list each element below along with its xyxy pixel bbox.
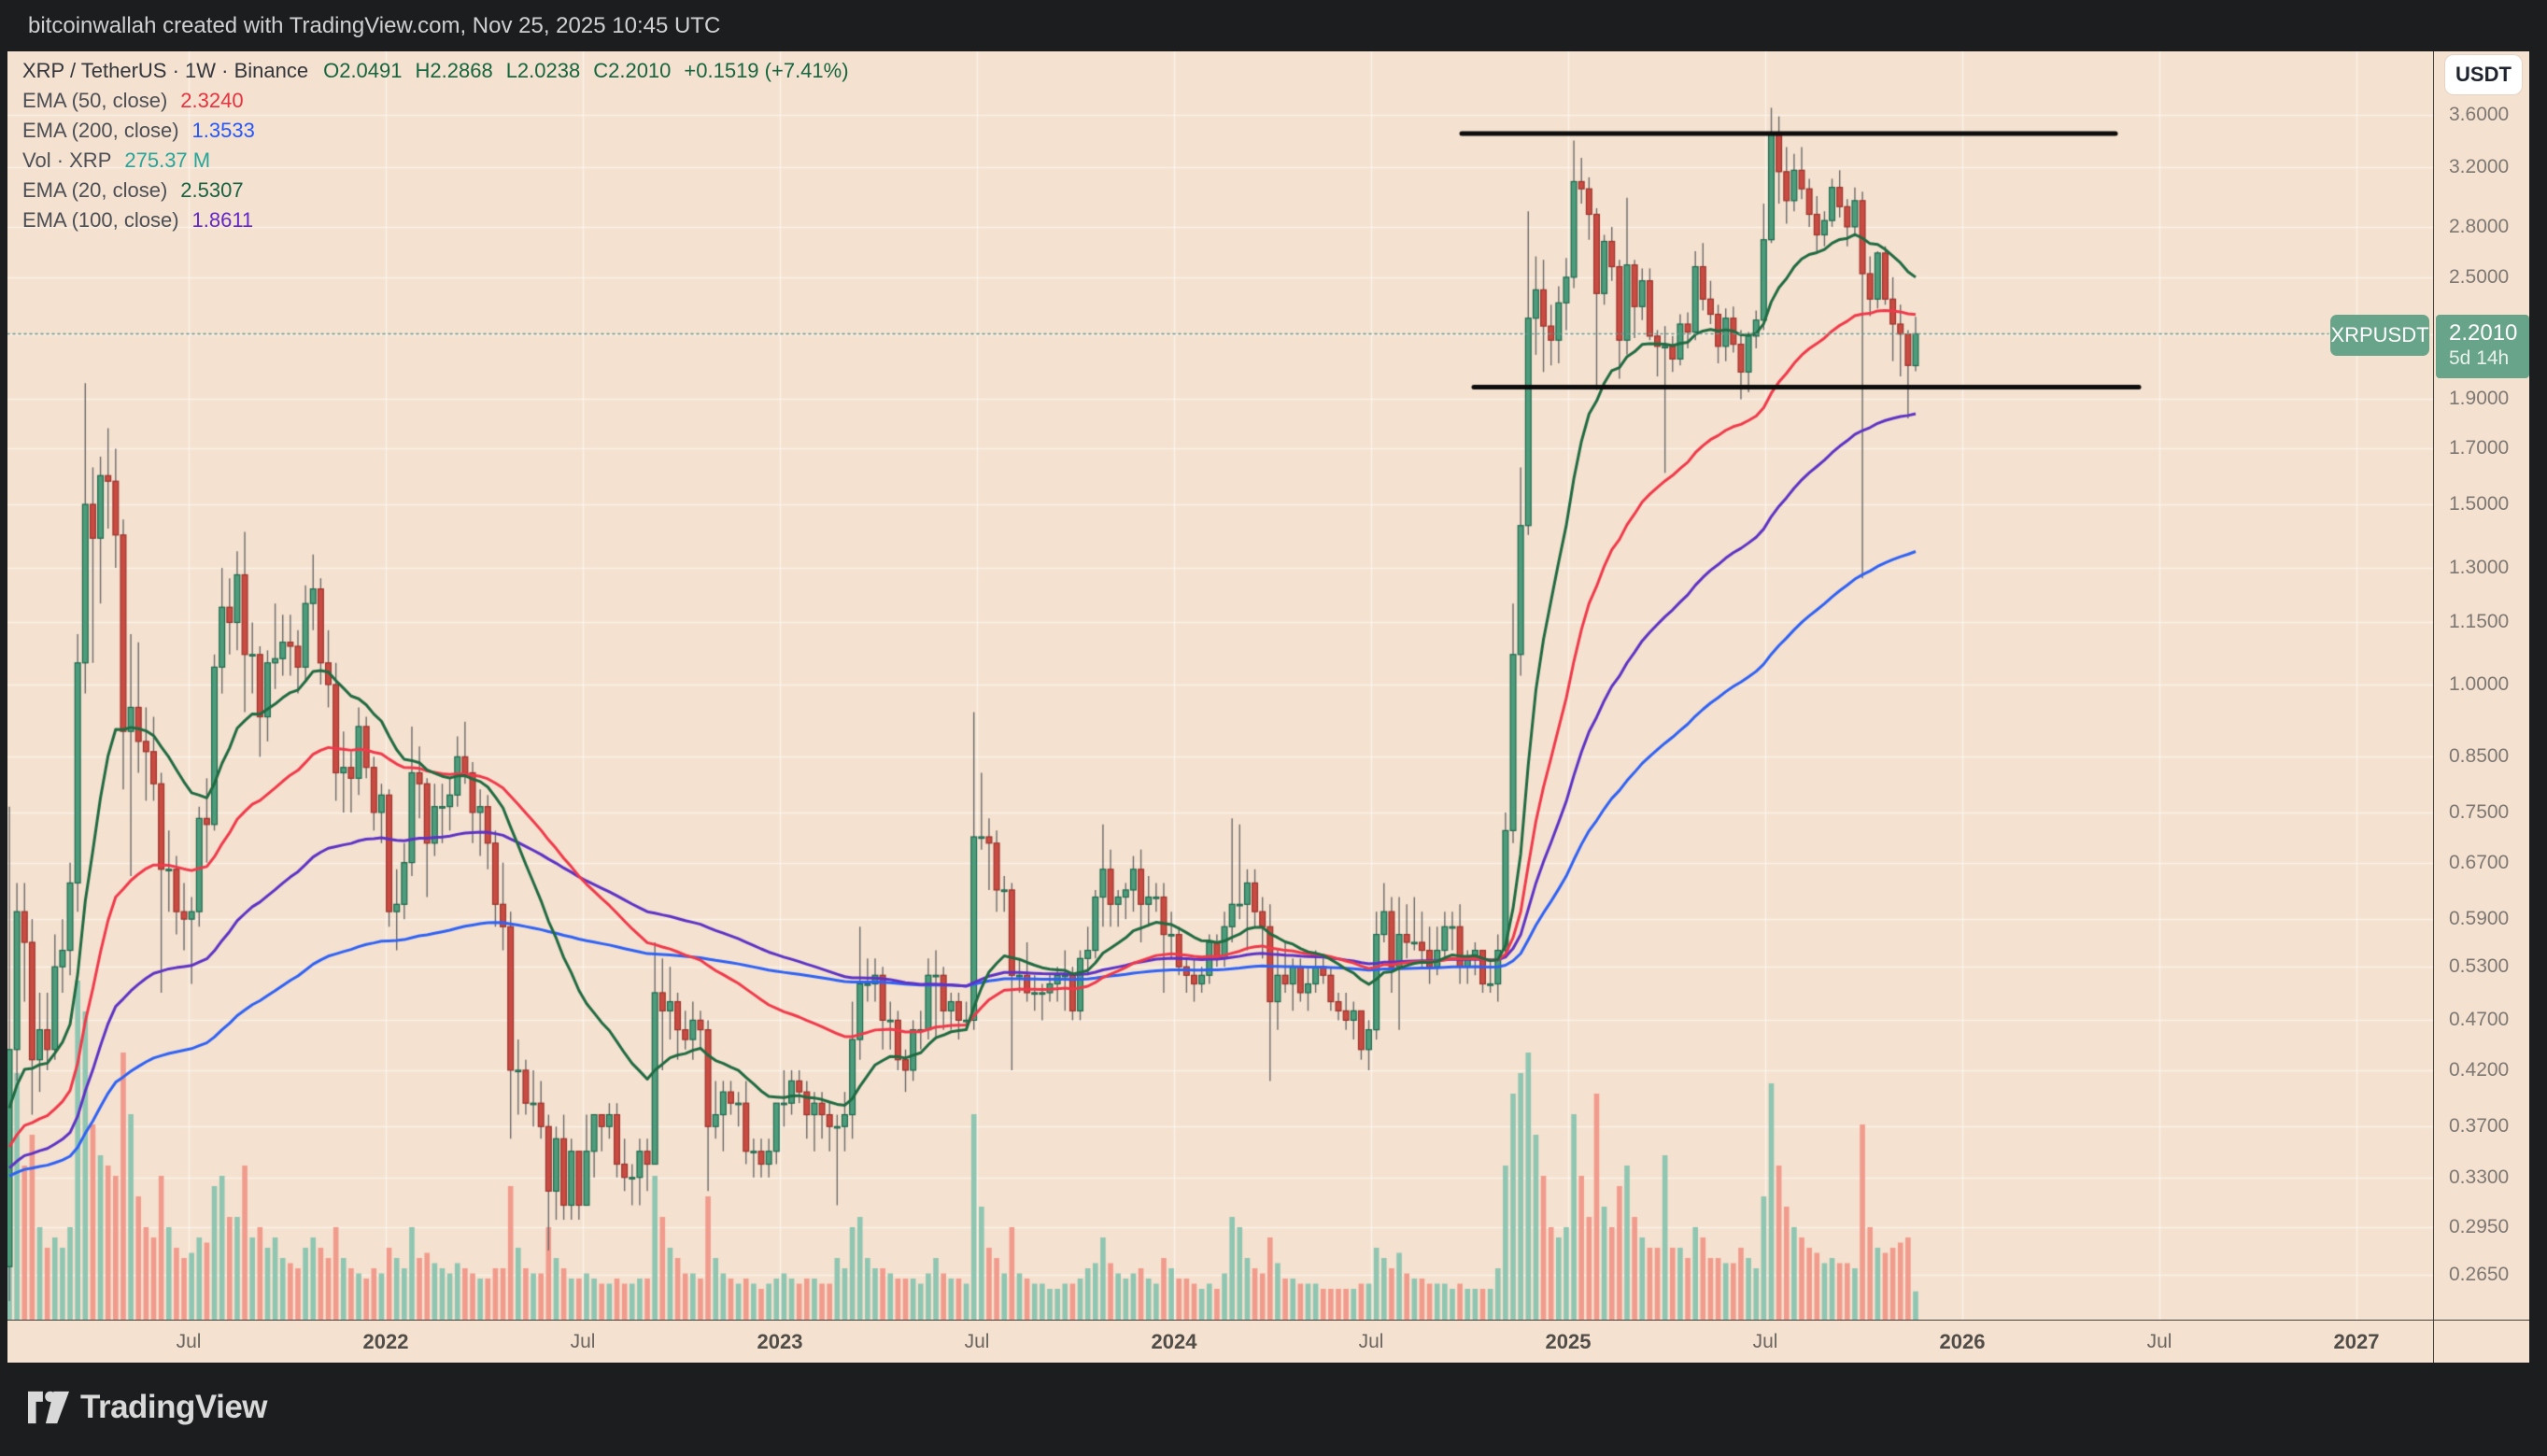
- indicator-row-vol-xrp[interactable]: Vol · XRP 275.37 M: [22, 148, 862, 178]
- price-axis-label: 0.7500: [2449, 800, 2510, 823]
- time-axis-label: Jul: [570, 1331, 596, 1352]
- bar-countdown: 5d 14h: [2449, 347, 2510, 369]
- price-axis-label: 1.7000: [2449, 437, 2510, 459]
- price-axis-label: 0.3300: [2449, 1166, 2510, 1188]
- currency-toggle-button[interactable]: USDT: [2445, 55, 2522, 94]
- price-chart-canvas[interactable]: [7, 51, 2433, 1320]
- last-price-badge: 2.2010 5d 14h: [2436, 315, 2529, 378]
- indicator-value: 1.8611: [191, 208, 254, 232]
- indicator-label: EMA (50, close): [22, 89, 168, 112]
- price-axis-label: 0.2650: [2449, 1264, 2510, 1286]
- time-axis-label: 2025: [1545, 1330, 1592, 1353]
- price-axis-label: 0.2950: [2449, 1216, 2510, 1238]
- footer-bar: TradingView: [0, 1363, 2547, 1456]
- change-value: +0.1519 (+7.41%): [684, 59, 849, 82]
- price-axis-label: 1.3000: [2449, 557, 2510, 579]
- low-value: L2.0238: [505, 59, 581, 82]
- indicator-label: EMA (100, close): [22, 208, 179, 232]
- time-axis-label: 2026: [1939, 1330, 1986, 1353]
- open-value: O2.0491: [323, 59, 403, 82]
- price-axis-label: 0.3700: [2449, 1115, 2510, 1138]
- indicator-value: 275.37 M: [124, 148, 211, 172]
- price-axis-label: 3.2000: [2449, 156, 2510, 178]
- time-axis-label: Jul: [1752, 1331, 1778, 1352]
- price-axis-label: 1.0000: [2449, 673, 2510, 695]
- indicator-value: 2.3240: [180, 89, 244, 112]
- price-axis-label: 1.1500: [2449, 611, 2510, 633]
- symbol-header-row[interactable]: XRP / TetherUS · 1W · Binance O2.0491 H2.…: [22, 59, 862, 89]
- high-value: H2.2868: [415, 59, 493, 82]
- time-axis-label: 2024: [1151, 1330, 1197, 1353]
- indicator-row-ema-20-close-[interactable]: EMA (20, close) 2.5307: [22, 178, 862, 208]
- tradingview-logo[interactable]: TradingView: [28, 1389, 268, 1426]
- indicator-row-ema-50-close-[interactable]: EMA (50, close) 2.3240: [22, 89, 862, 119]
- indicator-label: Vol · XRP: [22, 148, 112, 172]
- chart-legend: XRP / TetherUS · 1W · Binance O2.0491 H2.…: [22, 59, 862, 238]
- attribution-text: bitcoinwallah created with TradingView.c…: [28, 13, 721, 38]
- price-axis-label: 0.6700: [2449, 851, 2510, 873]
- time-axis-label: Jul: [2146, 1331, 2172, 1352]
- time-axis-label: Jul: [1358, 1331, 1384, 1352]
- symbol-title[interactable]: XRP / TetherUS · 1W · Binance: [22, 59, 309, 82]
- price-axis-label: 0.5900: [2449, 908, 2510, 930]
- attribution-bar: bitcoinwallah created with TradingView.c…: [0, 0, 2547, 51]
- indicator-row-ema-100-close-[interactable]: EMA (100, close) 1.8611: [22, 208, 862, 238]
- indicator-row-ema-200-close-[interactable]: EMA (200, close) 1.3533: [22, 119, 862, 148]
- indicator-value: 1.3533: [191, 119, 255, 142]
- time-axis-separator[interactable]: [7, 1320, 2529, 1321]
- price-axis[interactable]: USDT 3.6000 3.2000 2.8000 2.5000 1.9000 1.700…: [2434, 51, 2529, 1320]
- time-axis[interactable]: Jul 2022 Jul 2023 Jul 2024 Jul 2025 Jul 2026 Jul 20…: [7, 1321, 2529, 1363]
- price-axis-separator[interactable]: [2433, 51, 2434, 1363]
- price-axis-label: 0.5300: [2449, 955, 2510, 978]
- time-axis-label: Jul: [176, 1331, 202, 1352]
- price-axis-label: 1.5000: [2449, 492, 2510, 515]
- last-price-value: 2.2010: [2449, 320, 2518, 346]
- indicator-value: 2.5307: [180, 178, 244, 202]
- close-value: C2.2010: [593, 59, 672, 82]
- price-axis-label: 3.6000: [2449, 104, 2510, 126]
- price-axis-label: 1.9000: [2449, 388, 2510, 410]
- tradingview-logo-icon: [28, 1391, 69, 1424]
- indicator-label: EMA (200, close): [22, 119, 179, 142]
- price-axis-label: 2.5000: [2449, 265, 2510, 288]
- price-axis-label: 0.8500: [2449, 745, 2510, 768]
- time-axis-label: 2022: [362, 1330, 409, 1353]
- price-axis-label: 2.8000: [2449, 215, 2510, 237]
- indicator-label: EMA (20, close): [22, 178, 168, 202]
- time-axis-label: Jul: [964, 1331, 990, 1352]
- symbol-price-pill: XRPUSDT: [2330, 315, 2429, 356]
- tradingview-logo-text: TradingView: [80, 1389, 268, 1425]
- time-axis-label: 2027: [2333, 1330, 2380, 1353]
- chart-pane: XRP / TetherUS · 1W · Binance O2.0491 H2.…: [7, 51, 2529, 1363]
- price-axis-label: 0.4700: [2449, 1009, 2510, 1031]
- time-axis-label: 2023: [757, 1330, 803, 1353]
- price-axis-label: 0.4200: [2449, 1058, 2510, 1081]
- ohlc-values: O2.0491 H2.2868 L2.0238 C2.2010 +0.1519 (+7.…: [323, 59, 861, 83]
- indicator-legend: EMA (50, close) 2.3240 EMA (200, close) 1.3…: [22, 89, 862, 238]
